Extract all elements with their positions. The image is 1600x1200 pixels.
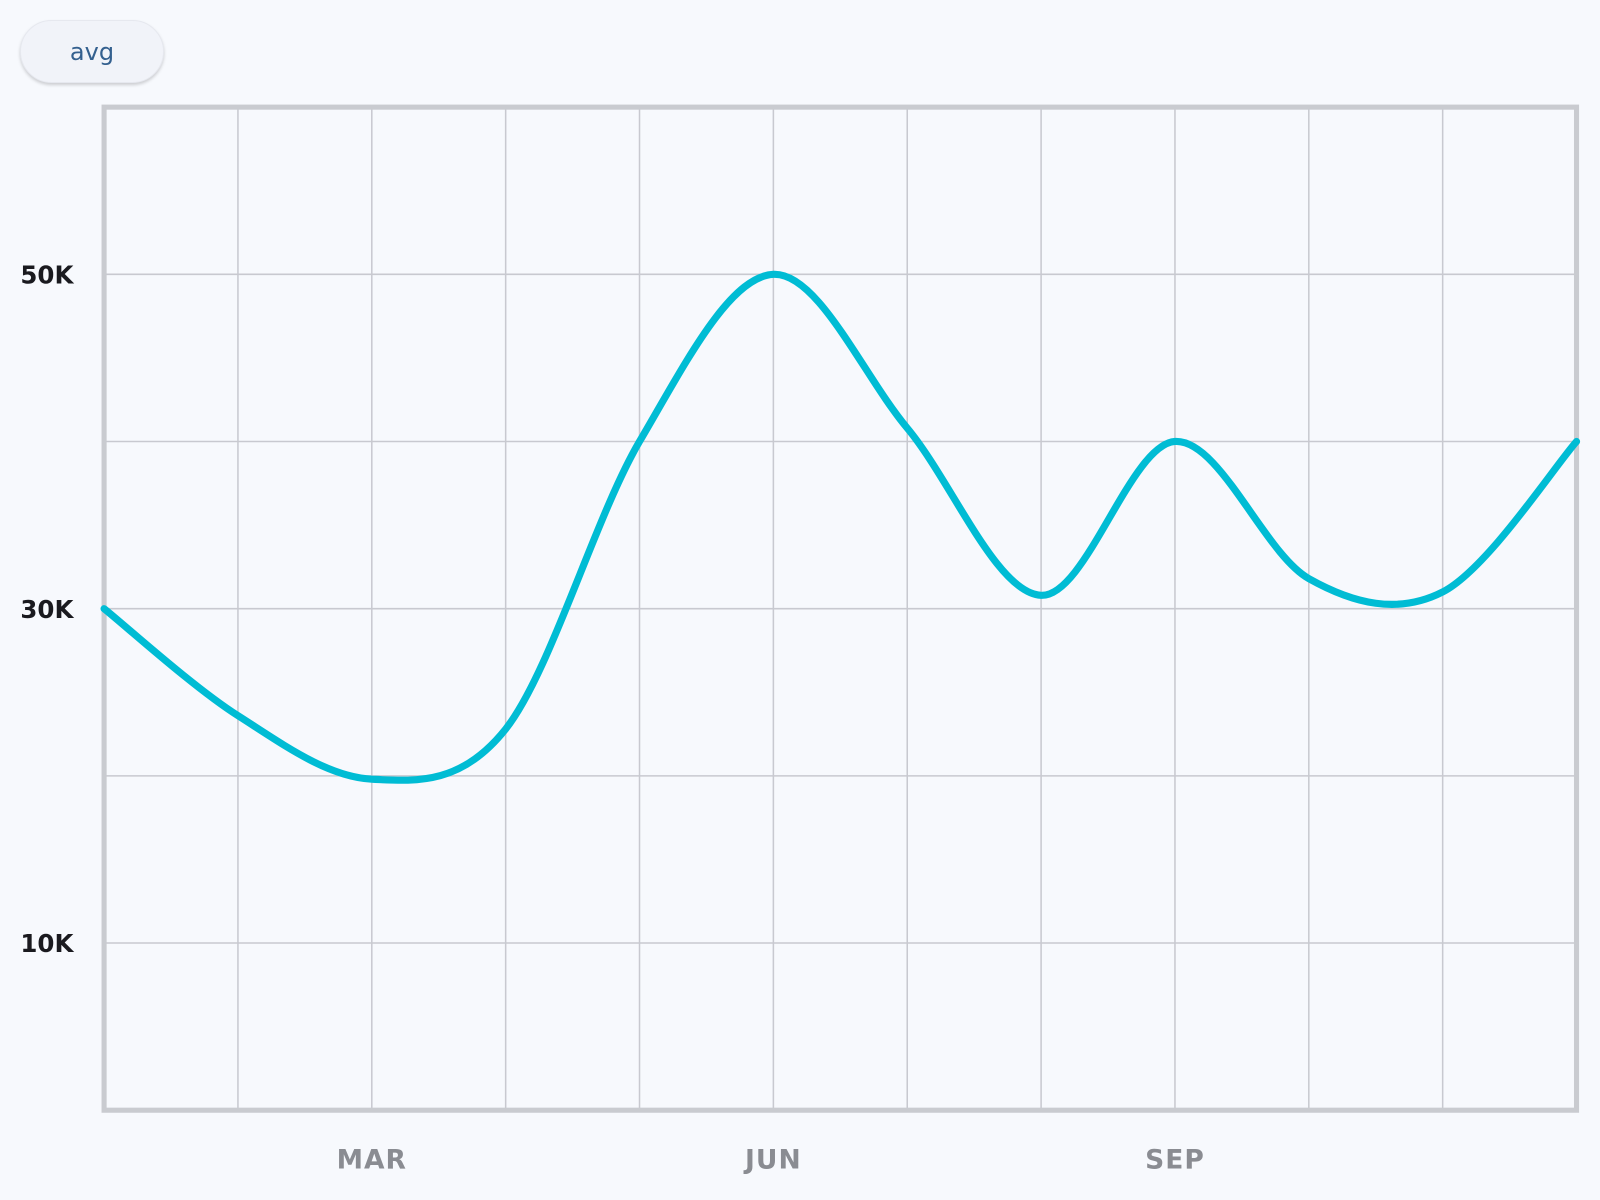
avg-button[interactable]: avg (20, 20, 164, 83)
y-tick-label: 10K (20, 929, 74, 958)
x-tick-label: SEP (1145, 1144, 1205, 1175)
x-tick-label: JUN (743, 1144, 802, 1175)
y-tick-label: 30K (20, 595, 74, 624)
x-tick-label: MAR (337, 1144, 407, 1175)
series-line (100, 270, 1581, 784)
y-tick-label: 50K (20, 261, 74, 290)
grid (104, 107, 1577, 1111)
